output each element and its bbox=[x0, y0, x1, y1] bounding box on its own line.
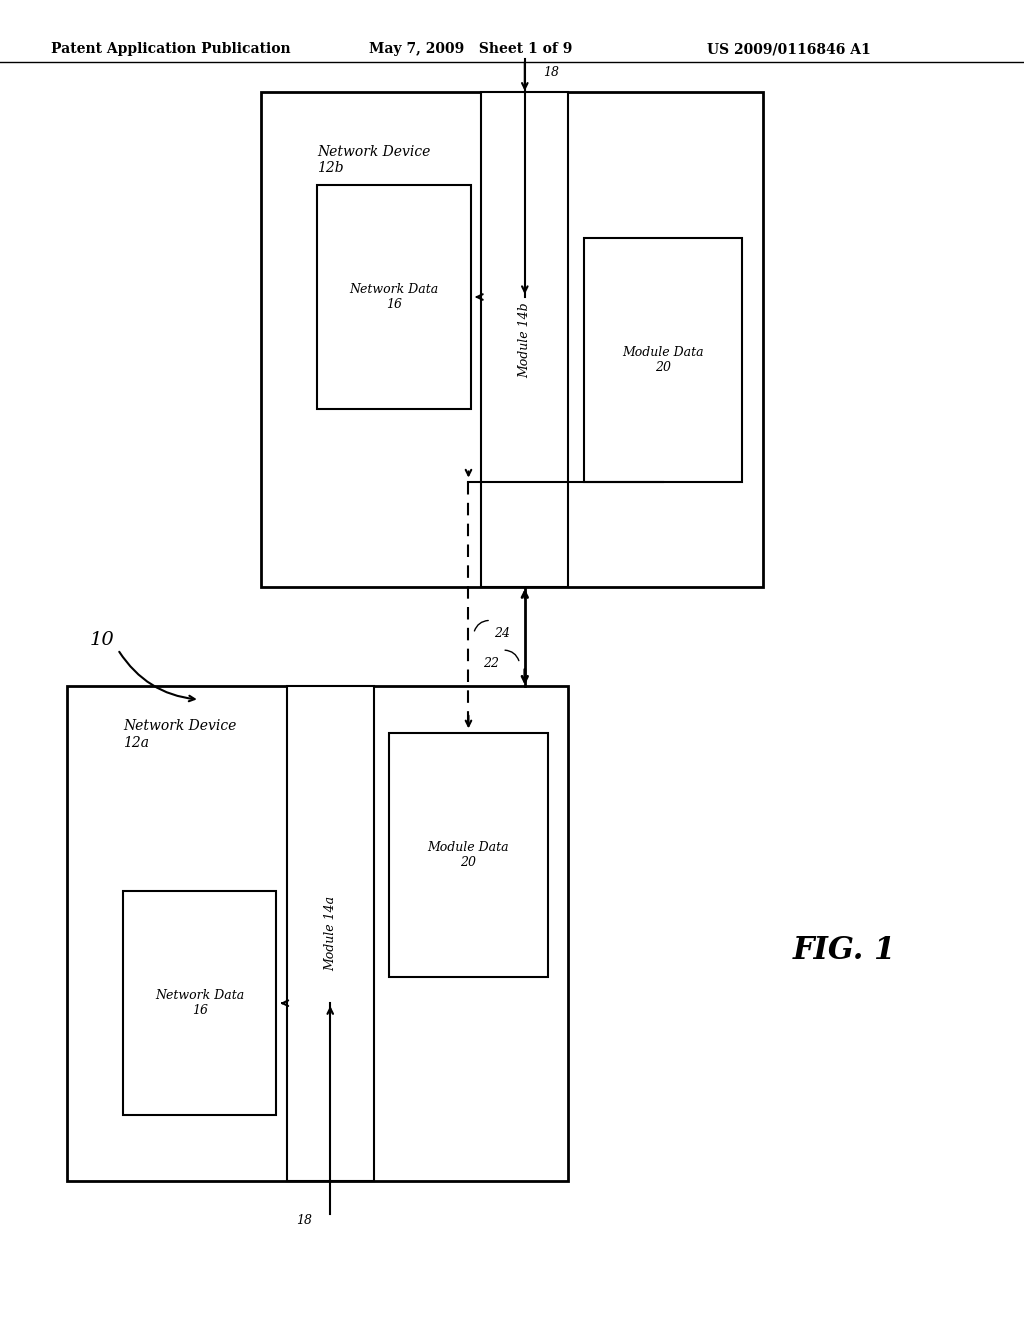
Text: Network Device
12a: Network Device 12a bbox=[123, 719, 237, 750]
Bar bbox=[584, 238, 742, 482]
Text: Module Data
20: Module Data 20 bbox=[428, 841, 509, 869]
Text: 22: 22 bbox=[483, 657, 499, 669]
Text: 10: 10 bbox=[90, 631, 115, 649]
Text: Network Device
12b: Network Device 12b bbox=[317, 145, 431, 176]
Text: 18: 18 bbox=[543, 66, 559, 79]
Bar bbox=[261, 92, 763, 587]
Bar bbox=[389, 733, 548, 977]
Text: Module Data
20: Module Data 20 bbox=[623, 346, 703, 374]
Text: Network Data
16: Network Data 16 bbox=[155, 989, 245, 1018]
Bar bbox=[123, 891, 276, 1115]
Text: US 2009/0116846 A1: US 2009/0116846 A1 bbox=[707, 42, 870, 57]
Text: Network Data
16: Network Data 16 bbox=[349, 282, 439, 312]
Bar bbox=[317, 185, 471, 409]
Text: Module 14a: Module 14a bbox=[324, 896, 337, 972]
Text: Patent Application Publication: Patent Application Publication bbox=[51, 42, 291, 57]
Text: 18: 18 bbox=[296, 1214, 311, 1228]
Bar bbox=[67, 686, 568, 1181]
Bar bbox=[481, 92, 568, 587]
Text: FIG. 1: FIG. 1 bbox=[794, 935, 896, 966]
Text: 24: 24 bbox=[495, 627, 510, 640]
Bar bbox=[287, 686, 374, 1181]
Text: May 7, 2009   Sheet 1 of 9: May 7, 2009 Sheet 1 of 9 bbox=[369, 42, 572, 57]
Text: Module 14b: Module 14b bbox=[518, 302, 531, 378]
